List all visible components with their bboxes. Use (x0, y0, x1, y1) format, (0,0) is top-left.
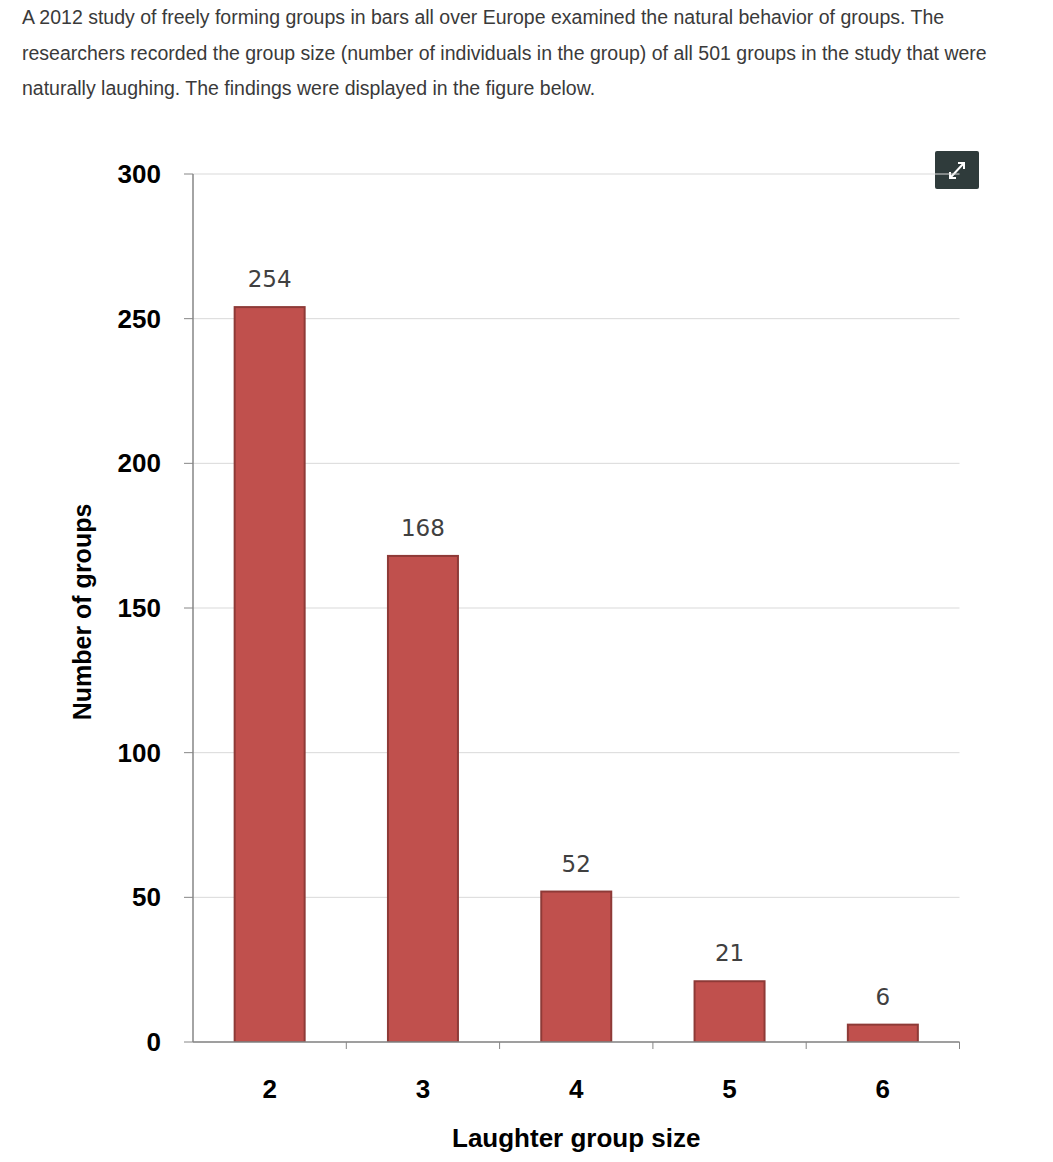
grid-line (193, 752, 960, 753)
chart: 0 50 100 150 200 250 300 254 168 52 21 6 2 3 4 5 6 Laught… (0, 0, 1053, 1162)
y-tick-label: 200 (118, 448, 161, 478)
x-tick (346, 1042, 347, 1049)
intro-paragraph: A 2012 study of freely forming groups in… (22, 0, 1034, 107)
grid-line (193, 1042, 960, 1043)
y-tick (184, 752, 193, 753)
x-axis-line (193, 1041, 960, 1043)
chart-panel (22, 140, 1032, 1162)
y-tick-label: 100 (118, 738, 161, 768)
bars (235, 307, 918, 1042)
y-tick (184, 1042, 193, 1043)
bar (695, 981, 765, 1042)
x-axis-title: Laughter group size (452, 1123, 700, 1153)
y-tick (184, 897, 193, 898)
y-axis-title: Number of groups (68, 504, 96, 721)
y-tick (184, 463, 193, 464)
x-tick (806, 1042, 807, 1049)
bar (541, 892, 611, 1042)
data-label: 52 (562, 851, 591, 877)
axes: 2 3 4 5 6 (193, 174, 960, 1104)
y-tick-label: 50 (132, 882, 161, 912)
x-tick-label: 5 (722, 1074, 736, 1104)
x-tick (499, 1042, 500, 1049)
y-axis: 0 50 100 150 200 250 300 (118, 159, 960, 1057)
bar (388, 556, 458, 1042)
data-labels: 254 168 52 21 6 (248, 266, 890, 1010)
x-tick (959, 1042, 960, 1049)
grid-line (193, 318, 960, 319)
y-tick-label: 0 (147, 1027, 161, 1057)
data-label: 254 (248, 266, 292, 292)
data-label: 6 (876, 984, 891, 1010)
y-tick (184, 318, 193, 319)
page: {"document": {"paragraph": "A 2012 study… (0, 0, 1053, 1162)
expand-icon (935, 151, 979, 189)
y-tick-label: 150 (118, 593, 161, 623)
x-tick-label: 3 (416, 1074, 430, 1104)
y-tick-label: 250 (118, 304, 161, 334)
grid-line (193, 463, 960, 464)
y-tick-label: 300 (118, 159, 161, 189)
y-tick (184, 608, 193, 609)
y-tick (184, 174, 193, 175)
bar (235, 307, 305, 1042)
grid-line (193, 608, 960, 609)
grid-line (193, 174, 960, 175)
data-label: 21 (715, 940, 744, 966)
y-axis-line (192, 174, 194, 1042)
expand-icon-arrow (950, 163, 964, 178)
x-tick-label: 2 (262, 1074, 276, 1104)
x-tick-label: 6 (876, 1074, 890, 1104)
x-tick-label: 4 (569, 1074, 584, 1104)
bar (848, 1025, 918, 1042)
data-label: 168 (401, 515, 445, 541)
expand-icon-bg (935, 151, 979, 189)
x-tick (652, 1042, 653, 1049)
